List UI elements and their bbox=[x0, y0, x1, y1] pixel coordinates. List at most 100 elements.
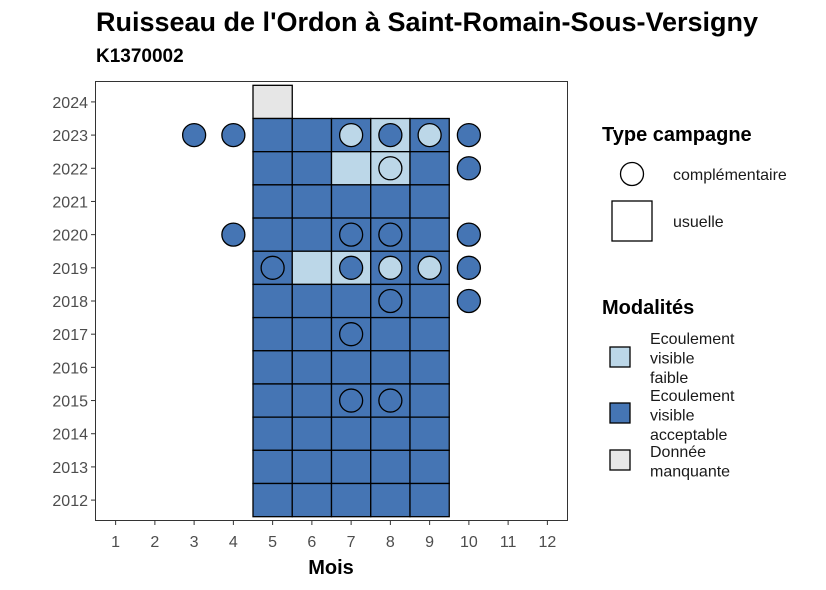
cell-2018-9 bbox=[409, 283, 450, 319]
legend: Type campagne complémentaire usuelle Modali… bbox=[602, 124, 787, 481]
x-tick-label-12: 12 bbox=[538, 534, 556, 551]
usuelle-cells bbox=[252, 84, 450, 518]
legend-mod-key-faible bbox=[609, 346, 631, 368]
x-tick-label-9: 9 bbox=[425, 534, 434, 551]
point-2017-7 bbox=[338, 322, 364, 347]
cell-2012-8 bbox=[370, 482, 411, 518]
y-tick-label-2015: 2015 bbox=[52, 394, 88, 411]
cell-2022-6 bbox=[291, 151, 333, 186]
y-tick-label-2022: 2022 bbox=[52, 161, 88, 178]
cell-2021-6 bbox=[291, 184, 333, 219]
legend-mod-label-2-1: manquante bbox=[650, 464, 730, 481]
point-2022-10 bbox=[456, 156, 482, 181]
y-tick-label-2020: 2020 bbox=[52, 228, 88, 245]
cell-2012-9 bbox=[409, 482, 450, 518]
cell-2018-5 bbox=[252, 283, 293, 319]
x-axis-title: Mois bbox=[308, 557, 354, 579]
point-2020-10 bbox=[456, 222, 482, 247]
cell-2022-9 bbox=[409, 151, 450, 186]
cell-2013-8 bbox=[370, 449, 411, 485]
cell-2021-9 bbox=[409, 184, 450, 219]
legend-type-title: Type campagne bbox=[602, 124, 752, 146]
point-2015-8 bbox=[378, 388, 403, 413]
point-2019-9 bbox=[417, 255, 442, 280]
cell-2014-5 bbox=[252, 416, 293, 451]
cell-2020-9 bbox=[409, 217, 450, 252]
complementaire-points bbox=[181, 122, 482, 413]
y-tick-label-2016: 2016 bbox=[52, 360, 88, 377]
legend-mod-label-1-0: Ecoulement bbox=[650, 388, 735, 405]
point-2020-7 bbox=[338, 222, 364, 247]
cell-2022-5 bbox=[252, 151, 293, 186]
point-2020-4 bbox=[221, 222, 246, 247]
cell-2020-5 bbox=[252, 217, 293, 252]
legend-mod-key-manquante bbox=[609, 449, 631, 471]
cell-2023-5 bbox=[252, 117, 293, 153]
y-tick-label-2021: 2021 bbox=[52, 194, 88, 211]
point-2019-7 bbox=[338, 255, 364, 280]
x-tick-label-2: 2 bbox=[150, 534, 159, 551]
cell-2024-5 bbox=[252, 84, 293, 120]
point-2023-7 bbox=[338, 122, 364, 148]
point-2023-4 bbox=[221, 122, 246, 148]
point-2020-8 bbox=[378, 222, 403, 247]
legend-circle-key bbox=[619, 161, 645, 187]
cell-2013-5 bbox=[252, 449, 293, 485]
legend-mod-label-0-1: visible bbox=[650, 351, 695, 368]
cell-2023-6 bbox=[291, 117, 333, 153]
cell-2013-6 bbox=[291, 449, 333, 485]
cell-2014-8 bbox=[370, 416, 411, 451]
legend-square-key bbox=[611, 200, 653, 242]
cell-2021-5 bbox=[252, 184, 293, 219]
chart-subtitle: K1370002 bbox=[96, 46, 184, 67]
y-tick-label-2024: 2024 bbox=[52, 95, 88, 112]
legend-type-label-1: usuelle bbox=[673, 214, 724, 231]
cell-2017-9 bbox=[409, 316, 450, 352]
legend-mod-label-1-1: visible bbox=[650, 408, 695, 425]
cell-2012-7 bbox=[330, 482, 372, 518]
cell-2015-6 bbox=[291, 383, 333, 418]
cell-2014-6 bbox=[291, 416, 333, 451]
x-tick-label-4: 4 bbox=[229, 534, 238, 551]
point-2023-8 bbox=[378, 122, 403, 148]
cell-2012-6 bbox=[291, 482, 333, 518]
legend-mod-label-0-0: Ecoulement bbox=[650, 331, 735, 348]
cell-2013-9 bbox=[409, 449, 450, 485]
cell-2015-5 bbox=[252, 383, 293, 418]
cell-2015-9 bbox=[409, 383, 450, 418]
cell-2016-7 bbox=[330, 350, 372, 385]
x-tick-label-1: 1 bbox=[111, 534, 120, 551]
point-2019-8 bbox=[378, 255, 403, 280]
cell-2017-5 bbox=[252, 316, 293, 352]
y-tick-label-2012: 2012 bbox=[52, 493, 88, 510]
point-2023-10 bbox=[456, 122, 482, 148]
y-tick-label-2023: 2023 bbox=[52, 128, 88, 145]
y-tick-label-2014: 2014 bbox=[52, 427, 88, 444]
legend-mod-label-1-2: acceptable bbox=[650, 427, 727, 444]
x-tick-label-8: 8 bbox=[386, 534, 395, 551]
point-2019-5 bbox=[260, 255, 285, 280]
point-2015-7 bbox=[338, 388, 364, 413]
cell-2018-7 bbox=[330, 283, 372, 319]
x-tick-label-7: 7 bbox=[347, 534, 356, 551]
x-tick-label-11: 11 bbox=[500, 534, 517, 551]
cell-2018-6 bbox=[291, 283, 333, 319]
chart-title: Ruisseau de l'Ordon à Saint-Romain-Sous-… bbox=[96, 7, 759, 37]
point-2019-10 bbox=[456, 255, 482, 280]
y-tick-label-2019: 2019 bbox=[52, 261, 88, 278]
legend-mod-label-2-0: Donnée bbox=[650, 444, 706, 461]
cell-2020-6 bbox=[291, 217, 333, 252]
cell-2021-8 bbox=[370, 184, 411, 219]
legend-type-label-0: complémentaire bbox=[673, 167, 787, 184]
point-2022-8 bbox=[378, 156, 403, 181]
cell-2019-6 bbox=[291, 250, 333, 286]
x-tick-label-5: 5 bbox=[268, 534, 277, 551]
cell-2016-8 bbox=[370, 350, 411, 385]
x-tick-label-3: 3 bbox=[190, 534, 199, 551]
cell-2016-9 bbox=[409, 350, 450, 385]
point-2023-9 bbox=[417, 122, 442, 148]
cell-2012-5 bbox=[252, 482, 293, 518]
cell-2017-8 bbox=[370, 316, 411, 352]
y-tick-label-2018: 2018 bbox=[52, 294, 88, 311]
